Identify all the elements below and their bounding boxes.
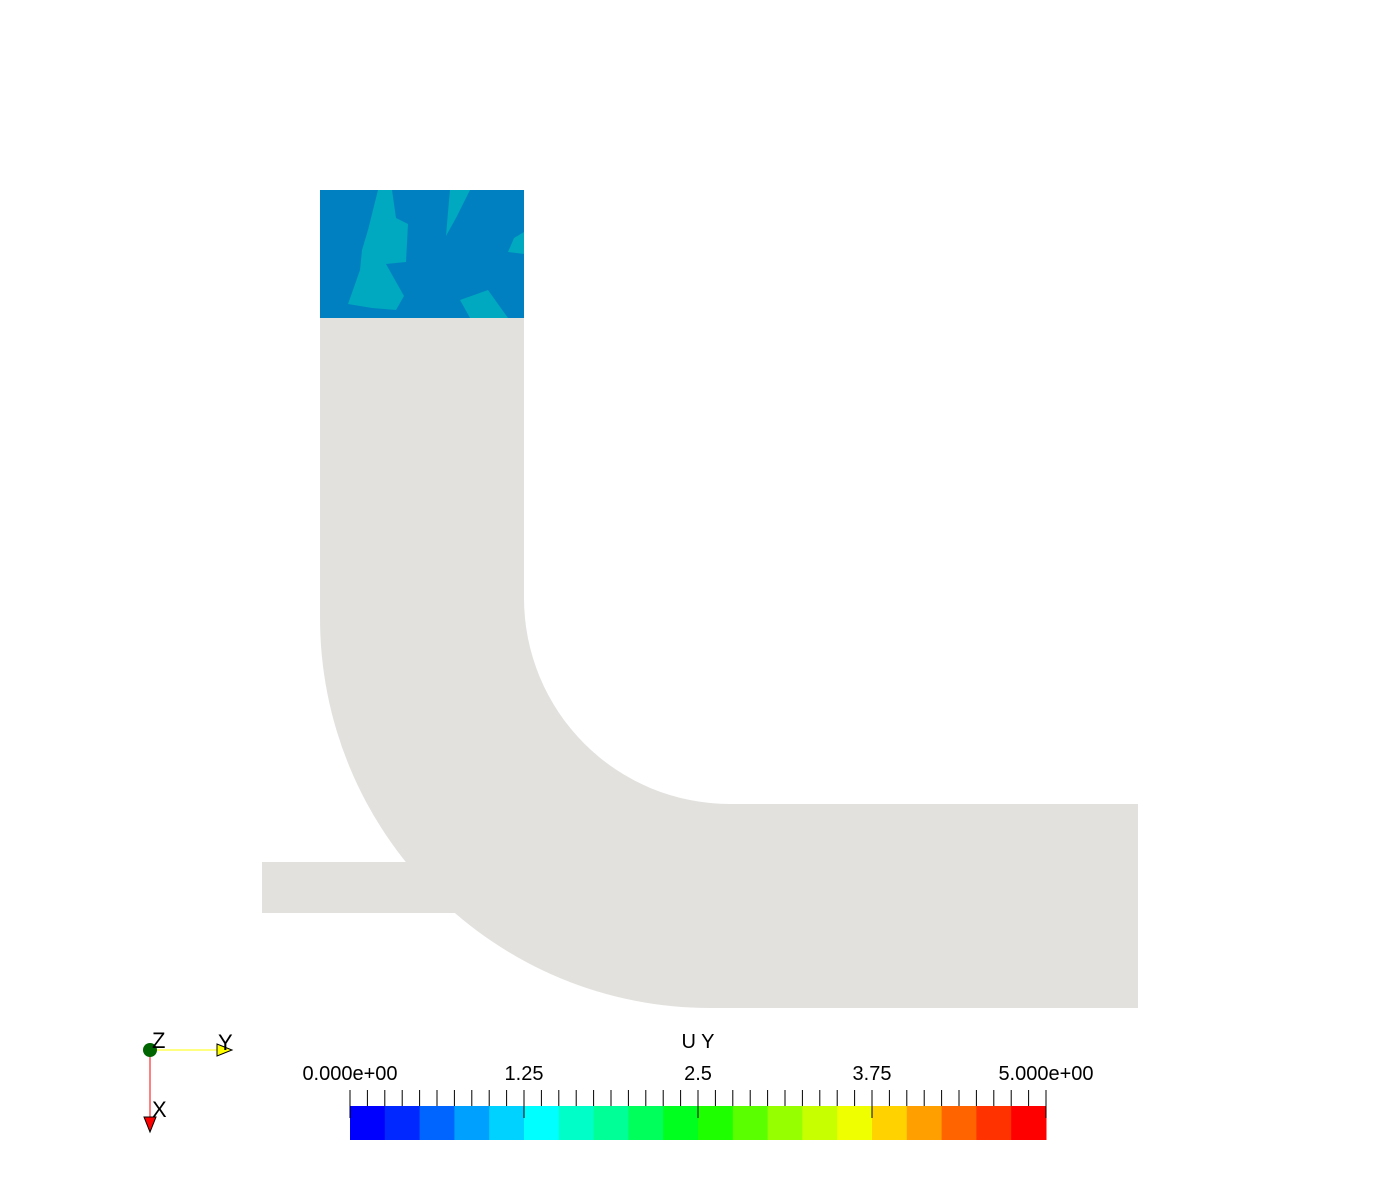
tick-label-max: 5.000e+00 xyxy=(998,1063,1093,1085)
color-band xyxy=(628,1106,664,1140)
color-band xyxy=(454,1106,490,1140)
x-axis-arrowhead xyxy=(143,1116,157,1134)
color-band xyxy=(419,1106,455,1140)
color-band xyxy=(1011,1106,1047,1140)
tick-label-min: 0.000e+00 xyxy=(302,1063,397,1085)
color-band xyxy=(350,1106,386,1140)
tick-label-1-25: 1.25 xyxy=(505,1063,544,1085)
y-axis-label: Y xyxy=(218,1030,233,1055)
inlet-patch xyxy=(348,190,408,310)
y-axis-arrowhead xyxy=(216,1043,234,1057)
x-axis-label: X xyxy=(152,1097,167,1122)
scalar-bar-title: U Y xyxy=(682,1031,715,1053)
scalar-bar-color-bands xyxy=(350,1106,1047,1140)
color-band xyxy=(802,1106,838,1140)
color-band xyxy=(558,1106,595,1140)
color-band xyxy=(767,1106,803,1140)
color-band xyxy=(384,1106,421,1140)
color-band xyxy=(872,1106,908,1140)
inlet-patch xyxy=(446,190,470,236)
side-branch-pipe xyxy=(262,862,472,913)
orientation-axes-widget: Z Y X xyxy=(143,1028,234,1134)
color-band xyxy=(698,1106,734,1140)
inlet-patch xyxy=(460,290,508,318)
inlet-patch xyxy=(508,232,524,254)
color-band xyxy=(906,1106,943,1140)
color-band xyxy=(976,1106,1012,1140)
inlet-region xyxy=(320,190,524,318)
z-axis-marker xyxy=(143,1043,157,1057)
z-axis-label: Z xyxy=(152,1028,165,1053)
pipe-elbow-body xyxy=(320,318,1138,1008)
color-band xyxy=(732,1106,769,1140)
color-band xyxy=(489,1106,525,1140)
tick-label-3-75: 3.75 xyxy=(853,1063,892,1085)
color-band xyxy=(524,1106,560,1140)
color-band xyxy=(593,1106,629,1140)
scalar-bar-tick-labels: 0.000e+00 1.25 2.5 3.75 5.000e+00 xyxy=(302,1063,1093,1085)
scalar-bar-legend: U Y 0.000e+00 1.25 2.5 3.75 5.000e+00 xyxy=(302,1031,1094,1140)
tick-label-2-5: 2.5 xyxy=(684,1063,712,1085)
pipe-model xyxy=(262,318,1138,1008)
scalar-bar-tick-marks xyxy=(349,1090,1047,1118)
color-band xyxy=(837,1106,873,1140)
color-band xyxy=(941,1106,977,1140)
color-band xyxy=(663,1106,699,1140)
inlet-field-patches xyxy=(348,190,524,318)
